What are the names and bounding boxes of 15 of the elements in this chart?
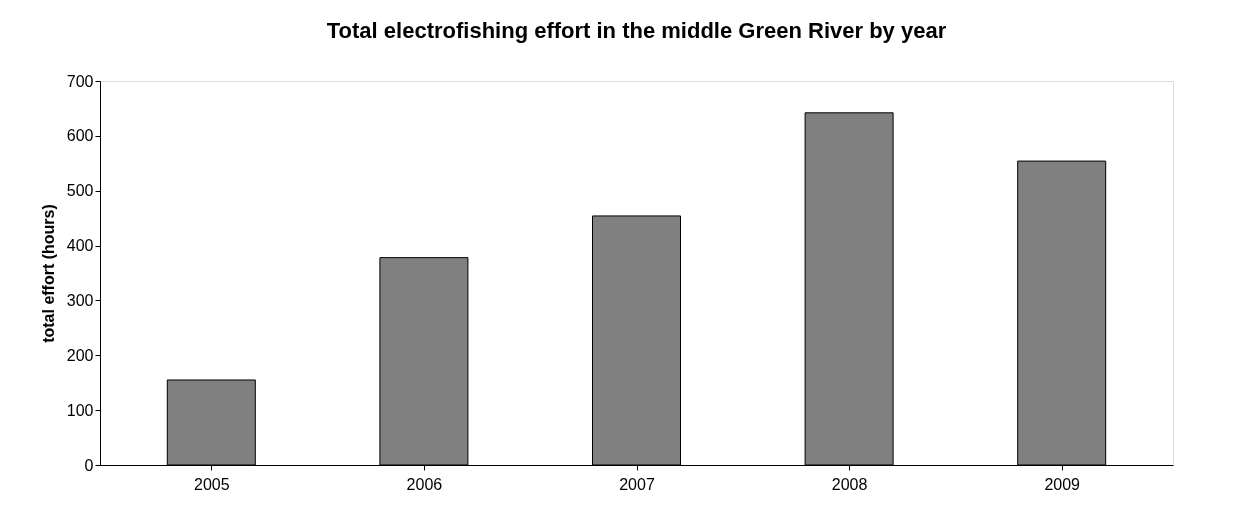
- y-tick-label: 600: [66, 127, 94, 145]
- chart-title: Total electrofishing effort in the middle Green River by year: [326, 18, 947, 43]
- y-tick-label: 200: [66, 346, 94, 364]
- y-tick-label: 0: [84, 456, 94, 474]
- y-tick-label: 400: [66, 237, 94, 255]
- y-tick-label: 100: [66, 401, 94, 419]
- x-tick-label: 2005: [194, 475, 230, 493]
- x-tick-label: 2007: [619, 475, 655, 493]
- y-tick-label: 500: [66, 182, 94, 200]
- x-tick-label: 2008: [831, 475, 868, 493]
- x-tick-label: 2009: [1044, 475, 1081, 493]
- y-axis-title: total effort (hours): [39, 204, 57, 343]
- y-tick-label: 700: [66, 72, 94, 90]
- x-tick-label: 2006: [406, 475, 443, 493]
- y-tick-label: 300: [66, 291, 94, 309]
